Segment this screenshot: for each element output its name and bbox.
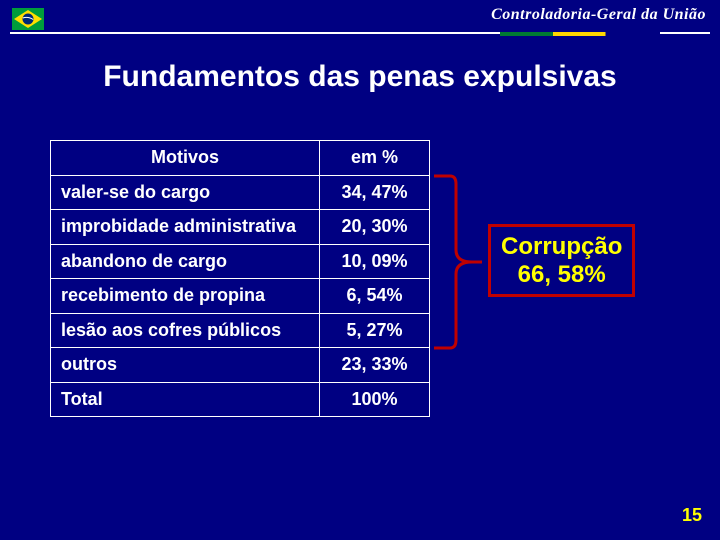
table-row: recebimento de propina6, 54% [51, 279, 430, 314]
table-row: improbidade administrativa20, 30% [51, 210, 430, 245]
org-name: Controladoria-Geral da União [491, 6, 706, 24]
col-header-pct: em % [320, 141, 430, 176]
cell-pct: 5, 27% [320, 313, 430, 348]
table-header-row: Motivos em % [51, 141, 430, 176]
callout-label: Corrupção [501, 233, 622, 261]
cell-pct: 20, 30% [320, 210, 430, 245]
header-accent [500, 32, 660, 36]
header: Controladoria-Geral da União [0, 0, 720, 40]
cell-pct: 6, 54% [320, 279, 430, 314]
cell-motivo: abandono de cargo [51, 244, 320, 279]
table-row: valer-se do cargo34, 47% [51, 175, 430, 210]
bracket-icon [432, 172, 482, 352]
cell-pct: 100% [320, 382, 430, 417]
col-header-motivos: Motivos [51, 141, 320, 176]
cell-pct: 23, 33% [320, 348, 430, 383]
cell-motivo: outros [51, 348, 320, 383]
table-row: outros23, 33% [51, 348, 430, 383]
brazil-flag-icon [12, 8, 44, 30]
cell-motivo: recebimento de propina [51, 279, 320, 314]
cell-motivo: lesão aos cofres públicos [51, 313, 320, 348]
table-row: abandono de cargo10, 09% [51, 244, 430, 279]
table-row: lesão aos cofres públicos5, 27% [51, 313, 430, 348]
cell-pct: 34, 47% [320, 175, 430, 210]
table-row: Total100% [51, 382, 430, 417]
cell-motivo: improbidade administrativa [51, 210, 320, 245]
corrupcao-callout: Corrupção 66, 58% [488, 224, 635, 297]
cell-motivo: Total [51, 382, 320, 417]
page-number: 15 [682, 505, 702, 526]
cell-pct: 10, 09% [320, 244, 430, 279]
callout-value: 66, 58% [501, 261, 622, 289]
cell-motivo: valer-se do cargo [51, 175, 320, 210]
page-title: Fundamentos das penas expulsivas [0, 60, 720, 94]
motivos-table: Motivos em % valer-se do cargo34, 47%imp… [50, 140, 430, 417]
